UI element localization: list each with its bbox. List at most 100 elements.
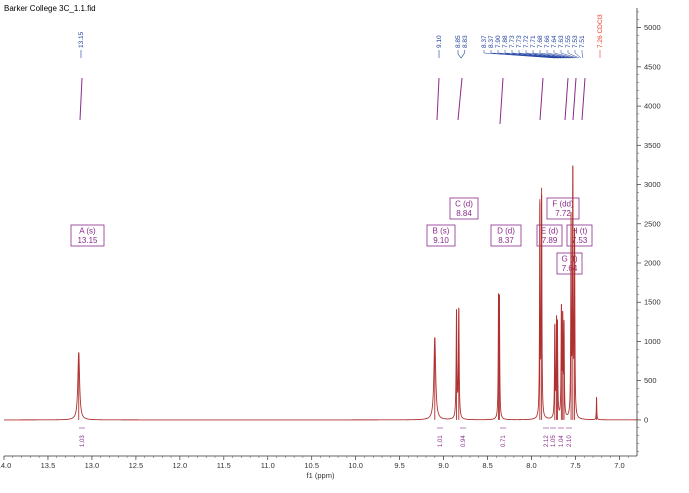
x-tick-label: 7.0 [614,461,624,470]
x-tick-label: 9.5 [394,461,404,470]
multiplet-shift: 8.37 [498,236,514,245]
peak-label: 7.73 [509,35,516,48]
multiplet-name: E (d) [541,227,559,236]
multiplet-box[interactable]: H (t)7.53 [566,224,593,247]
x-tick-label: 10.5 [304,461,319,470]
multiplet-shift: 7.53 [572,236,588,245]
peak-label: 7.66 [544,35,551,48]
multiplet-shift: 7.64 [562,264,578,273]
peak-label: 7.88 [502,35,509,48]
integral-curve [436,77,440,121]
peak-label-leader [567,52,580,59]
integral-curve [581,77,586,121]
y-tick-label: 2500 [644,219,661,228]
peak-label-leader [539,52,572,59]
multiplet-shift: 7.72 [555,209,571,218]
peak-label: 7.71 [530,35,537,48]
spectrum-trace [4,165,637,421]
peak-label-leader [574,52,582,59]
x-tick-label: 13.5 [41,461,56,470]
multiplet-box-frame [426,224,456,247]
multiplet-box-frame [490,224,522,247]
multiplet-box[interactable]: F (dd)7.72 [546,197,580,220]
multiplet-box[interactable]: B (s)9.10 [426,224,456,247]
integral-curve [79,77,83,121]
peak-label-leader [518,52,566,59]
y-tick-label: 500 [644,376,657,385]
multiplet-box-frame [556,252,583,275]
multiplet-box-frame [536,224,563,247]
integral-value: 2.12 [544,435,550,447]
peak-label: 8.37 [488,35,495,48]
peak-label-leader [504,52,562,59]
integral-curve [572,77,577,121]
integral-value: 1.01 [438,435,444,447]
y-tick-label: 4500 [644,62,661,71]
peak-label-leader [457,49,466,59]
peak-label: 9.10 [436,35,443,48]
y-tick-label: 5000 [644,23,661,32]
integral-value: 2.10 [567,435,573,447]
multiplet-box[interactable]: E (d)7.89 [536,224,563,247]
peak-label-leader [511,52,564,59]
peak-label-leader [581,52,584,59]
multiplet-box-frame [70,224,105,247]
multiplet-box[interactable]: C (d)8.84 [449,197,479,220]
x-tick-label: 12.0 [173,461,188,470]
x-tick-label: 9.0 [438,461,448,470]
integral-value: 1.03 [80,435,86,447]
multiplet-shift: 8.84 [456,209,472,218]
peak-label: 7.51 [579,35,586,48]
axes: 14.0 13.5 13.0 12.5 12.0 11.5 11.0 10.5 10.0 9.5 9… [0,8,661,480]
integral-curve [499,77,504,125]
integral-curve [457,77,463,121]
multiplet-name: C (d) [455,200,473,209]
peak-label-leader [497,52,560,59]
integral-curve [539,77,544,121]
multiplet-shift: 9.10 [433,236,449,245]
peak-label: 8.85 [455,35,462,48]
x-tick-label: 13.0 [85,461,100,470]
peak-label: 8.37 [481,35,488,48]
peak-label: 7.53 [572,35,579,48]
multiplet-box-frame [546,197,580,220]
x-tick-label: 11.5 [217,461,231,470]
file-title: Barker College 3C_1.1.fid [4,4,96,13]
peak-label-leader [546,52,574,59]
multiplet-name: H (t) [572,227,588,236]
x-tick-label: 7.5 [570,461,580,470]
multiplet-boxes: A (s)13.15 B (s)9.10 C (d)8.84 D (d)8.37 E (… [70,197,593,275]
x-tick-label: 12.5 [129,461,144,470]
peak-label: 7.90 [495,35,502,48]
integral-value: 1.04 [559,435,565,447]
peak-label: 7.73 [516,35,523,48]
multiplet-shift: 7.89 [542,236,558,245]
multiplet-name: D (d) [497,227,515,236]
integral-value: 0.94 [461,435,467,447]
x-axis-title: f1 (ppm) [307,471,335,480]
multiplet-box[interactable]: G (t)7.64 [556,252,583,275]
reference-peak-label: 7.26 CDCl3 [597,14,604,48]
multiplet-shift: 13.15 [77,236,98,245]
y-tick-label: 3500 [644,141,661,150]
integral-curve [564,77,569,121]
y-tick-label: 0 [644,415,648,424]
peak-label: 7.55 [565,35,572,48]
peak-label-leader [560,52,578,59]
y-tick-label: 2000 [644,258,661,267]
y-tick-label: 1500 [644,298,661,307]
multiplet-box[interactable]: D (d)8.37 [490,224,522,247]
peak-label-leader [532,52,570,59]
y-tick-label: 1000 [644,337,661,346]
integral-value: 1.05 [551,435,557,447]
peak-label: 7.64 [551,35,558,48]
x-tick-label: 8.0 [526,461,536,470]
peak-label: 13.15 [78,31,85,48]
multiplet-box-frame [566,224,593,247]
peak-label-leader [525,52,568,59]
peak-label: 7.68 [537,35,544,48]
multiplet-box[interactable]: A (s)13.15 [70,224,105,247]
multiplet-name: B (s) [433,227,450,236]
peak-labels: 13.15 9.10 8.85 8.83 8.37 8.37 7.90 7.88 7.73 7.7… [78,14,604,125]
